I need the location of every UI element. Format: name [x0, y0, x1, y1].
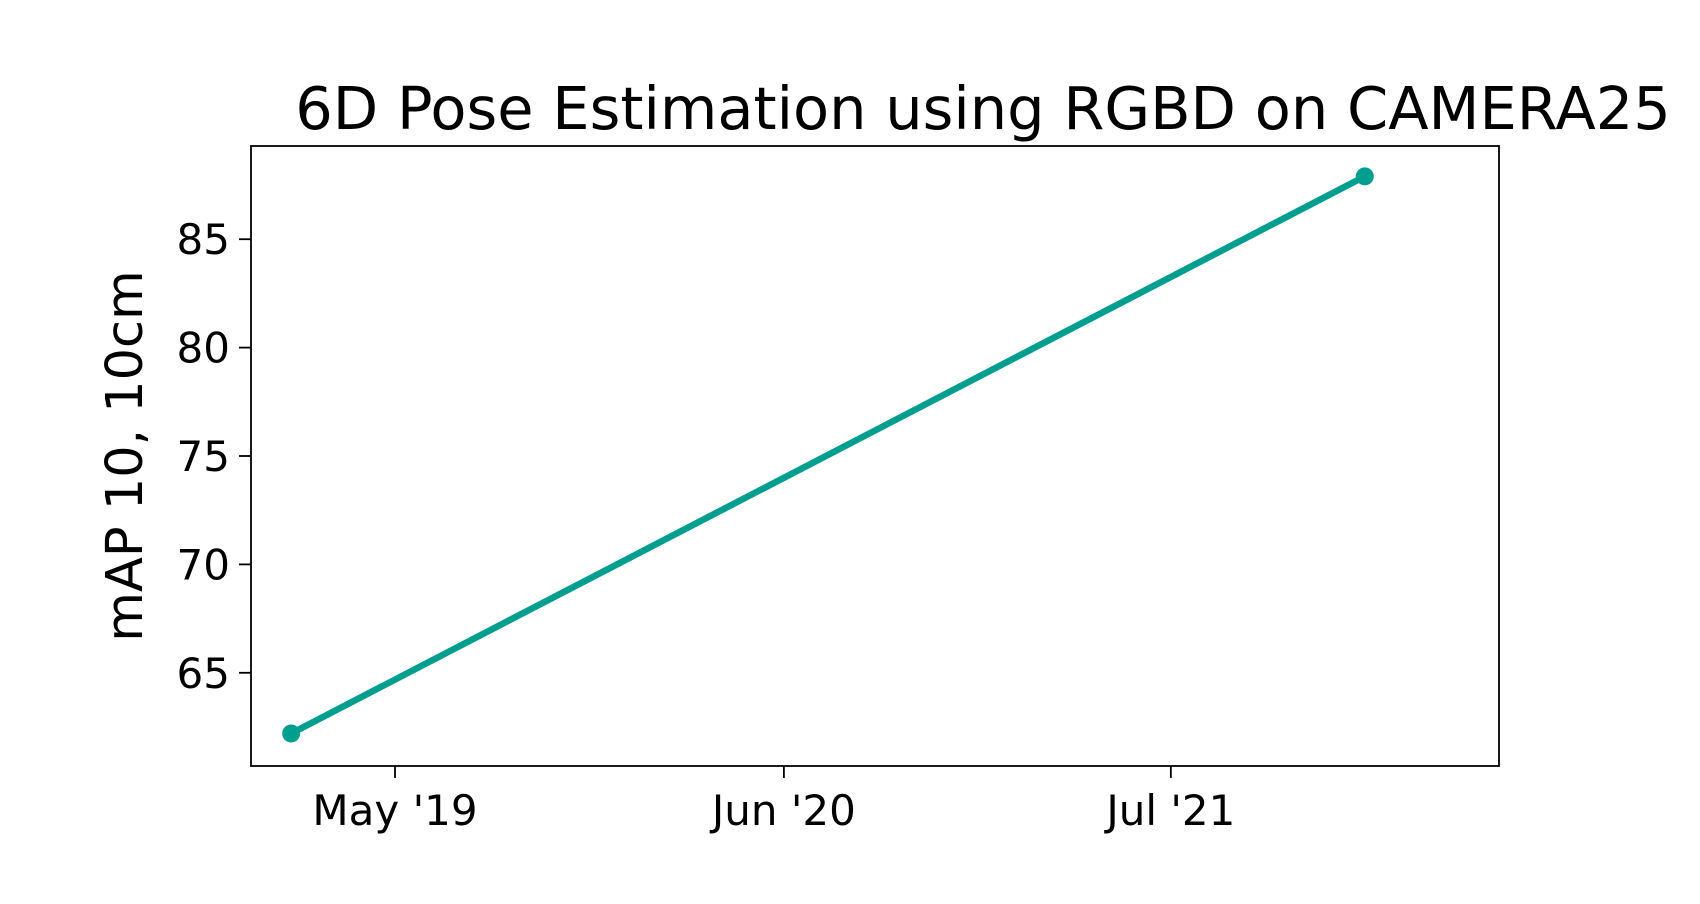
x-tick-label: Jul '21 [1103, 786, 1235, 835]
series-layer [282, 167, 1374, 743]
y-axis-label: mAP 10, 10cm [96, 270, 155, 641]
x-axis: May '19 Jun '20 Jul '21 [312, 766, 1235, 835]
x-tick-label: Jun '20 [709, 786, 856, 835]
y-tick-label: 65 [177, 649, 230, 698]
y-tick-label: 75 [177, 432, 230, 481]
y-tick-label: 85 [177, 215, 230, 264]
plot-area [250, 145, 1500, 767]
data-point[interactable] [282, 724, 301, 743]
y-tick-label: 70 [177, 540, 230, 589]
x-tick-label: May '19 [312, 786, 477, 835]
y-axis: 65 70 75 80 85 [177, 215, 251, 698]
data-point[interactable] [1355, 167, 1374, 186]
series-line [287, 173, 1369, 737]
y-tick-label: 80 [177, 324, 230, 373]
chart-title: 6D Pose Estimation using RGBD on CAMERA2… [295, 74, 1671, 143]
